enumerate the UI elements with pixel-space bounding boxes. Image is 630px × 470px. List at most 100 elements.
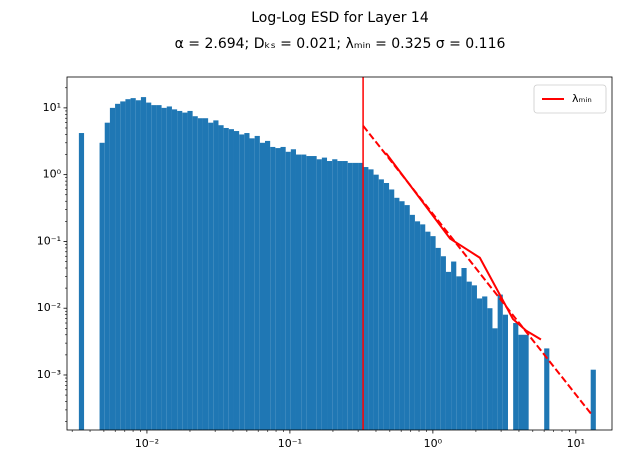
bar [389, 189, 395, 430]
bar [347, 162, 353, 430]
bar [115, 103, 121, 430]
bar [104, 122, 110, 430]
y-tick-label: 10⁻² [37, 301, 61, 314]
x-tick-label: 10⁰ [424, 437, 443, 450]
bar [233, 131, 240, 430]
bar [249, 138, 255, 430]
bar [451, 261, 457, 430]
bar [368, 169, 374, 430]
bar [316, 159, 322, 430]
bar [265, 140, 271, 430]
bar [440, 256, 446, 430]
bar [254, 135, 260, 430]
bar [259, 142, 266, 430]
bar [544, 348, 550, 430]
bar [513, 323, 519, 430]
legend-box [533, 84, 607, 114]
bar [223, 127, 229, 430]
bar [358, 162, 364, 430]
bar [409, 214, 415, 430]
bar [420, 224, 426, 430]
bar [492, 328, 498, 430]
bar [332, 159, 338, 430]
bar [78, 133, 85, 430]
bar [275, 148, 281, 430]
y-tick-label: 10⁻¹ [37, 234, 61, 247]
fit-line [362, 125, 593, 416]
bar [166, 106, 172, 430]
bar [456, 276, 462, 430]
bar [476, 298, 483, 430]
bar [383, 182, 390, 430]
bar [182, 112, 188, 430]
bar [461, 268, 467, 430]
chart-subtitle: α = 2.694; Dₖₛ = 0.021; λₘᵢₙ = 0.325 σ =… [175, 36, 506, 52]
y-tick-label: 10⁻³ [37, 368, 61, 381]
bar [192, 116, 198, 430]
bar [156, 105, 162, 430]
bar [151, 105, 157, 430]
bar [130, 98, 136, 430]
bar [171, 109, 178, 430]
bar [590, 369, 596, 430]
legend-label: λₘᵢₙ [572, 92, 592, 105]
y-tick-label: 10⁰ [43, 168, 62, 181]
plot-frame [66, 76, 613, 431]
bar [280, 146, 286, 430]
x-tick-label: 10⁻² [135, 437, 159, 450]
bar [161, 107, 167, 430]
bar [414, 221, 421, 430]
bar [208, 122, 214, 430]
bar [404, 205, 410, 430]
bar [239, 134, 245, 430]
bar [135, 100, 141, 430]
bar [394, 197, 400, 430]
bar [471, 285, 477, 430]
bar [487, 308, 493, 430]
bar [285, 151, 291, 430]
bar [497, 294, 503, 430]
bar [270, 146, 276, 430]
bar [523, 334, 529, 430]
bar [378, 179, 384, 430]
bar [218, 125, 224, 430]
bar [363, 167, 369, 430]
bar [482, 296, 488, 430]
bar [430, 236, 436, 430]
bar [502, 314, 508, 430]
bar [306, 156, 312, 430]
chart-title: Log-Log ESD for Layer 14 [251, 10, 429, 26]
bar [466, 281, 472, 430]
x-tick-label: 10¹ [567, 437, 585, 450]
bar [352, 162, 359, 430]
x-tick-label: 10⁻¹ [278, 437, 302, 450]
bar [425, 231, 431, 430]
bar [120, 101, 126, 430]
empirical-line [385, 152, 542, 341]
bar [187, 110, 193, 430]
bar [125, 99, 131, 430]
bar [327, 161, 333, 430]
bar [445, 271, 452, 430]
bar [337, 161, 343, 430]
bar [140, 97, 147, 430]
bar [99, 142, 105, 430]
bar [373, 174, 379, 430]
bar [213, 120, 219, 430]
bar [518, 334, 524, 430]
bar [435, 247, 441, 430]
bar [399, 201, 405, 430]
bar [321, 157, 328, 430]
y-tick-label: 10¹ [43, 101, 61, 114]
bar [146, 102, 152, 430]
bar [202, 118, 209, 430]
bar [197, 118, 203, 430]
bar [301, 154, 307, 430]
bar [290, 149, 296, 430]
bar [177, 110, 183, 430]
bar [228, 129, 234, 430]
bar [342, 161, 348, 430]
bar [109, 107, 116, 430]
bar [295, 154, 302, 430]
